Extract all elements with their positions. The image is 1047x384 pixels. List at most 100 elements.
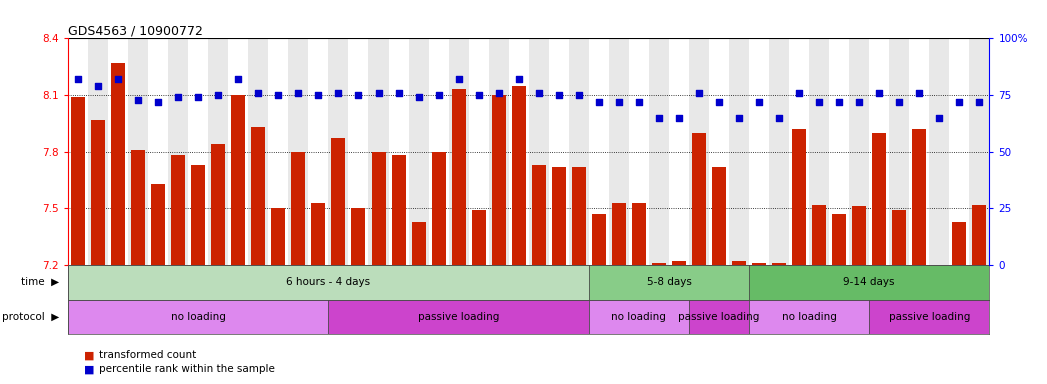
Point: [711, 99, 728, 105]
Bar: [428, 38, 448, 265]
Text: passive loading: passive loading: [889, 312, 970, 322]
Point: [810, 99, 827, 105]
Bar: [332, 139, 346, 265]
Bar: [392, 156, 405, 265]
Bar: [629, 38, 649, 265]
Point: [951, 99, 967, 105]
Bar: [970, 38, 989, 265]
Text: passive loading: passive loading: [678, 312, 760, 322]
Text: transformed count: transformed count: [99, 350, 197, 360]
Point: [911, 90, 928, 96]
Bar: [909, 38, 930, 265]
Text: ■: ■: [84, 364, 94, 374]
Point: [971, 99, 987, 105]
Bar: [88, 38, 108, 265]
Point: [630, 99, 647, 105]
Bar: [832, 214, 846, 265]
Bar: [632, 203, 646, 265]
Point: [831, 99, 848, 105]
Bar: [169, 38, 188, 265]
Point: [410, 94, 427, 100]
Point: [510, 76, 527, 82]
Bar: [569, 38, 588, 265]
Text: percentile rank within the sample: percentile rank within the sample: [99, 364, 275, 374]
Bar: [869, 38, 889, 265]
Bar: [752, 263, 766, 265]
Bar: [930, 38, 950, 265]
Bar: [672, 261, 686, 265]
Bar: [68, 300, 329, 334]
Text: passive loading: passive loading: [418, 312, 499, 322]
Point: [130, 96, 147, 103]
Bar: [489, 38, 509, 265]
Text: GDS4563 / 10900772: GDS4563 / 10900772: [68, 24, 203, 37]
Point: [250, 90, 267, 96]
Bar: [329, 38, 349, 265]
Bar: [609, 38, 629, 265]
Bar: [829, 38, 849, 265]
Point: [110, 76, 127, 82]
Bar: [291, 152, 306, 265]
Text: no loading: no loading: [171, 312, 226, 322]
Bar: [869, 300, 989, 334]
Bar: [228, 38, 248, 265]
Bar: [352, 209, 365, 265]
Bar: [448, 38, 469, 265]
Bar: [749, 265, 989, 300]
Bar: [572, 167, 586, 265]
Point: [691, 90, 708, 96]
Point: [851, 99, 868, 105]
Text: protocol  ▶: protocol ▶: [2, 312, 59, 322]
Bar: [552, 167, 565, 265]
Point: [531, 90, 548, 96]
Bar: [388, 38, 408, 265]
Text: 9-14 days: 9-14 days: [844, 277, 895, 287]
Bar: [192, 165, 205, 265]
Bar: [372, 152, 385, 265]
Bar: [172, 156, 185, 265]
Point: [150, 99, 166, 105]
Point: [70, 76, 87, 82]
Point: [330, 90, 347, 96]
Point: [871, 90, 888, 96]
Bar: [892, 210, 907, 265]
Bar: [729, 38, 749, 265]
Point: [551, 92, 567, 98]
Bar: [912, 129, 927, 265]
Bar: [509, 38, 529, 265]
Bar: [588, 300, 689, 334]
Bar: [689, 300, 749, 334]
Text: 6 hours - 4 days: 6 hours - 4 days: [287, 277, 371, 287]
Text: 5-8 days: 5-8 days: [646, 277, 691, 287]
Point: [391, 90, 407, 96]
Point: [490, 90, 507, 96]
Bar: [689, 38, 709, 265]
Point: [731, 114, 748, 121]
Point: [270, 92, 287, 98]
Bar: [469, 38, 489, 265]
Point: [170, 94, 186, 100]
Bar: [709, 38, 729, 265]
Bar: [512, 86, 526, 265]
Bar: [349, 38, 369, 265]
Point: [470, 92, 487, 98]
Bar: [849, 38, 869, 265]
Point: [610, 99, 627, 105]
Bar: [68, 265, 588, 300]
Bar: [852, 207, 866, 265]
Point: [230, 76, 247, 82]
Bar: [231, 95, 245, 265]
Bar: [431, 152, 446, 265]
Point: [650, 114, 667, 121]
Bar: [211, 144, 225, 265]
Bar: [71, 97, 85, 265]
Bar: [151, 184, 165, 265]
Bar: [809, 38, 829, 265]
Point: [571, 92, 587, 98]
Point: [670, 114, 687, 121]
Text: no loading: no loading: [611, 312, 666, 322]
Point: [891, 99, 908, 105]
Bar: [749, 300, 869, 334]
Point: [190, 94, 206, 100]
Bar: [953, 222, 966, 265]
